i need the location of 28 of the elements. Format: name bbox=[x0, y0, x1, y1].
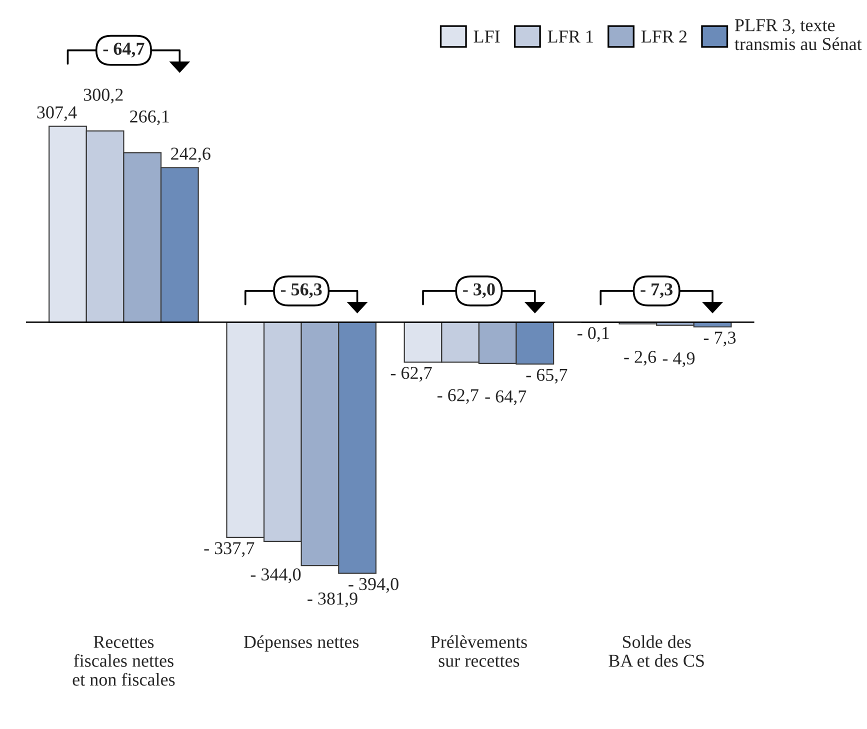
data-label: 300,2 bbox=[84, 88, 123, 104]
data-label: - 4,9 bbox=[662, 352, 695, 368]
data-label: - 65,7 bbox=[526, 368, 568, 384]
annotation: - 7,3 bbox=[640, 283, 673, 298]
data-label: 242,6 bbox=[171, 148, 210, 162]
data-label: - 64,7 bbox=[485, 390, 526, 406]
x-tick-label: Dépenses nettes bbox=[244, 635, 359, 652]
data-label: 266,1 bbox=[130, 110, 169, 126]
data-label: - 394,0 bbox=[348, 578, 398, 593]
x-tick-label: Recettes fiscales nettes et non fiscales bbox=[72, 636, 175, 686]
data-label: - 337,7 bbox=[204, 542, 254, 557]
x-tick-label: Prélèvements sur recettes bbox=[430, 635, 527, 667]
data-label: - 2,6 bbox=[624, 350, 656, 366]
data-label: - 62,7 bbox=[390, 366, 432, 382]
annotation: - 56,3 bbox=[280, 283, 322, 298]
data-label: - 7,3 bbox=[704, 332, 736, 346]
data-label: - 62,7 bbox=[438, 389, 478, 404]
legend-label: LFR 2 bbox=[641, 30, 687, 42]
data-label: 307,4 bbox=[37, 106, 77, 122]
data-label: - 344,0 bbox=[250, 568, 301, 584]
annotation: - 3,0 bbox=[463, 283, 495, 298]
legend-label: PLFR 3, texte transmis au Sénat bbox=[734, 19, 862, 50]
text: - 64,7 bbox=[103, 42, 144, 58]
legend-label: LFI bbox=[474, 30, 500, 42]
data-label: - 0,1 bbox=[578, 326, 609, 342]
legend-label: LFR 1 bbox=[548, 30, 593, 42]
x-tick-label: Solde des BA et des CS bbox=[608, 635, 704, 667]
data-label: - 381,9 bbox=[308, 592, 358, 608]
